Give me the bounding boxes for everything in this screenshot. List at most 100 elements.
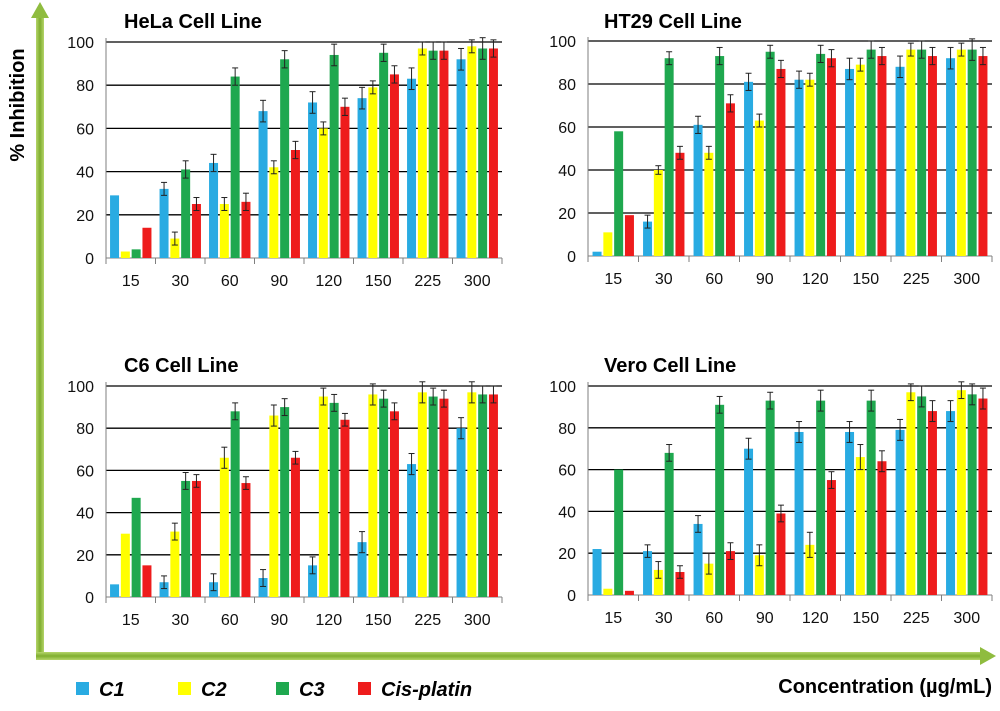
error-bar	[767, 44, 774, 59]
bar-c2-120	[318, 128, 328, 258]
error-bar	[182, 160, 189, 179]
error-bar	[817, 389, 824, 412]
y-tick-label: 100	[67, 35, 94, 52]
error-bar	[458, 47, 465, 71]
series-c2	[603, 381, 966, 595]
error-bar	[430, 387, 437, 406]
panel-c6-cell-line: C6 Cell Line 0 20 40 60 80 100 15 30 60 90 120 150 22…	[67, 355, 503, 629]
error-bar	[430, 41, 437, 60]
error-bar	[468, 381, 475, 404]
error-bar	[242, 476, 249, 490]
bar-cis-platin-225	[927, 411, 937, 595]
x-tick-label: 60	[705, 610, 723, 627]
bar-c3-150	[379, 398, 389, 597]
x-tick-label: 300	[464, 612, 491, 629]
error-bar	[380, 389, 387, 408]
x-tick-label: 120	[315, 273, 342, 290]
bar-c2-225	[906, 392, 916, 595]
bar-c1-225	[407, 464, 417, 597]
y-tick-label: 100	[67, 379, 94, 396]
bar-c1-120	[308, 565, 318, 597]
error-bar	[331, 393, 338, 412]
bar-c1-30	[643, 221, 653, 256]
bar-c3-150	[379, 52, 389, 258]
legend-swatch	[358, 682, 371, 695]
bar-c3-30	[181, 480, 191, 597]
error-bar	[745, 72, 752, 91]
x-tick-label: 90	[270, 612, 288, 629]
bar-c1-90	[258, 111, 268, 259]
error-bar	[260, 569, 267, 587]
series-cis-platin	[624, 46, 988, 257]
bar-c3-90	[280, 407, 290, 597]
bar-c2-30	[653, 569, 663, 595]
bar-c2-15	[603, 232, 613, 256]
error-bar	[359, 86, 366, 110]
bar-c2-30	[653, 170, 663, 256]
error-bar	[490, 385, 497, 404]
error-bar	[947, 400, 954, 423]
bar-c2-30	[170, 238, 180, 258]
bar-c1-300	[946, 411, 956, 595]
bar-c2-90	[754, 555, 764, 595]
bar-cis-platin-120	[826, 58, 836, 257]
bar-c2-15	[120, 533, 130, 597]
bar-c1-300	[456, 428, 466, 597]
bar-c2-225	[417, 48, 427, 259]
x-tick-label: 60	[221, 612, 239, 629]
x-tick-label: 300	[464, 273, 491, 290]
x-tick-label: 15	[122, 273, 140, 290]
bar-cis-platin-120	[340, 419, 350, 597]
x-tick-label: 90	[270, 273, 288, 290]
legend-swatch	[76, 682, 89, 695]
y-tick-label: 80	[76, 421, 94, 438]
series-c2	[120, 39, 477, 259]
error-bar	[171, 522, 178, 541]
bar-c2-225	[417, 392, 427, 597]
error-bar	[878, 46, 885, 66]
bar-c1-300	[946, 58, 956, 257]
panel-vero-cell-line: Vero Cell Line 0 20 40 60 80 100 15 30 60 90 120 150…	[549, 355, 993, 627]
error-bar	[727, 542, 734, 560]
series-c2	[120, 381, 477, 597]
error-bar	[666, 51, 673, 66]
series-c1	[110, 417, 466, 597]
error-bar	[320, 387, 327, 406]
bar-c1-150	[845, 68, 855, 256]
error-bar	[270, 404, 277, 427]
bar-c2-300	[467, 392, 477, 597]
bar-c1-90	[744, 448, 754, 595]
y-tick-label: 20	[558, 206, 576, 223]
bar-cis-platin-15	[142, 227, 152, 258]
error-bar	[320, 121, 327, 136]
panel-title: C6 Cell Line	[124, 355, 238, 377]
panel-title: HeLa Cell Line	[124, 11, 262, 33]
y-tick-label: 0	[567, 588, 576, 605]
bar-c2-150	[368, 394, 378, 597]
legend-label: C2	[201, 679, 227, 701]
error-bar	[716, 46, 723, 66]
y-tick-label: 60	[76, 121, 94, 138]
x-tick-label: 150	[852, 610, 879, 627]
x-tick-label: 120	[315, 612, 342, 629]
error-bar	[676, 565, 683, 579]
bar-cis-platin-150	[877, 56, 887, 256]
error-bar	[969, 38, 976, 61]
bar-cis-platin-90	[290, 150, 300, 258]
error-bar	[727, 94, 734, 113]
error-bar	[260, 99, 267, 123]
error-bar	[745, 437, 752, 460]
error-bar	[777, 59, 784, 79]
bar-cis-platin-60	[241, 483, 251, 597]
x-tick-label: 60	[221, 273, 239, 290]
y-tick-label: 80	[76, 78, 94, 95]
bar-c3-225	[917, 49, 927, 256]
x-tick-label: 30	[655, 610, 673, 627]
bar-c3-15	[131, 249, 141, 258]
bar-c2-60	[704, 152, 714, 256]
error-bar	[369, 80, 376, 95]
bar-c2-150	[368, 87, 378, 258]
bar-cis-platin-150	[389, 411, 399, 597]
